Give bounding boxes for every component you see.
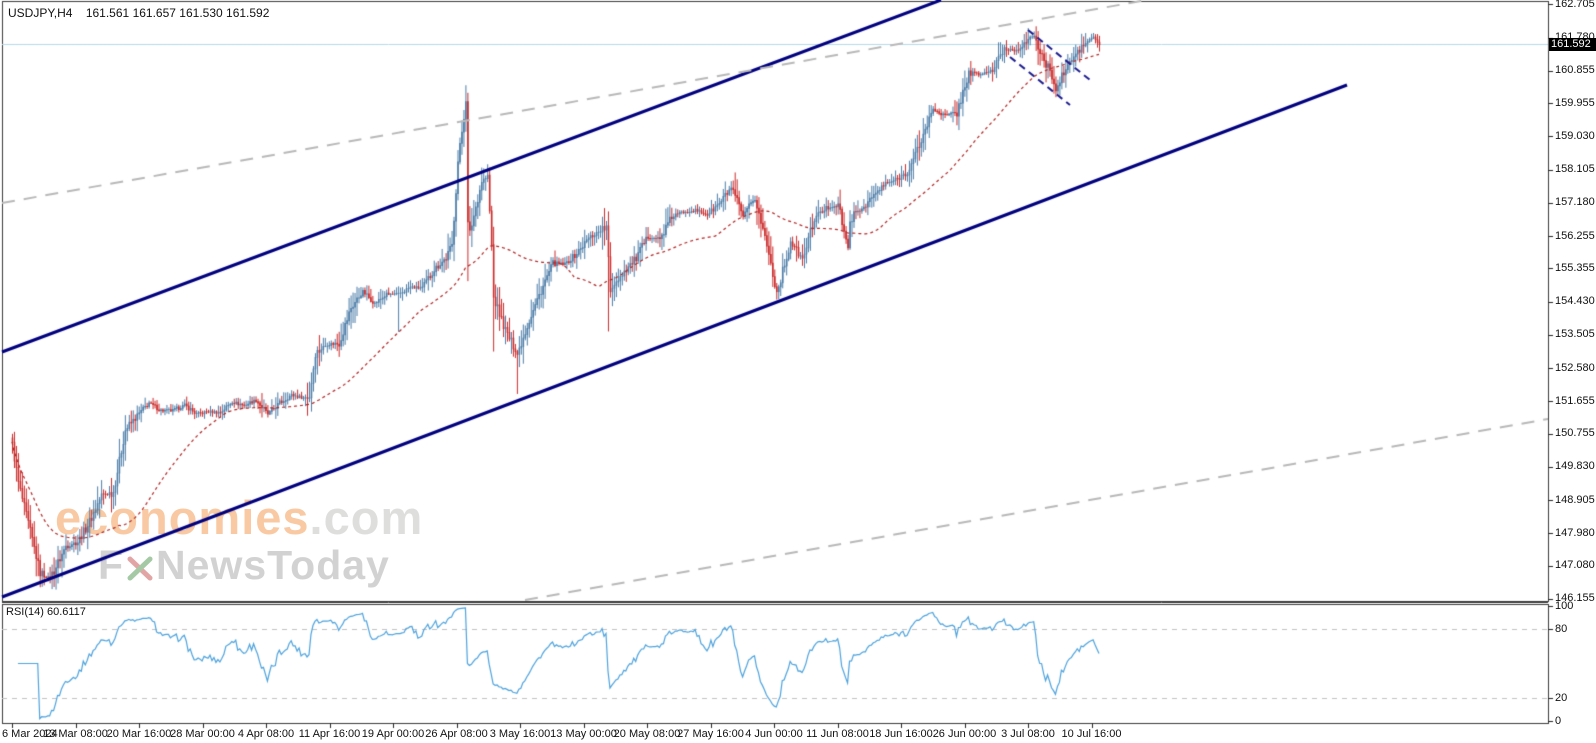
time-axis-label: 11 Apr 16:00 [298, 728, 361, 740]
price-axis-label: 157.180 [1555, 196, 1595, 209]
price-axis-label: 155.355 [1555, 261, 1595, 274]
quote-low: 161.530 [179, 6, 223, 20]
quote-close: 161.592 [226, 6, 270, 20]
time-axis-label: 10 Jul 16:00 [1061, 728, 1122, 740]
rsi-indicator-label: RSI(14) 60.6117 [6, 606, 86, 618]
price-axis-label: 148.905 [1555, 493, 1595, 506]
price-axis-label: 159.955 [1555, 96, 1595, 109]
price-axis-label: 162.705 [1555, 0, 1595, 10]
rsi-axis-label: 100 [1555, 599, 1574, 612]
time-axis-label: 4 Apr 08:00 [237, 728, 295, 740]
rsi-axis-label: 0 [1555, 714, 1562, 727]
time-axis-label: 20 May 08:00 [613, 728, 681, 740]
time-axis-label: 13 Mar 08:00 [43, 728, 108, 740]
time-axis-label: 11 Jun 08:00 [806, 728, 869, 740]
price-axis-label: 160.855 [1555, 64, 1595, 77]
time-axis-label: 20 Mar 16:00 [106, 728, 172, 740]
price-axis-label: 159.030 [1555, 129, 1595, 142]
price-axis-label: 154.430 [1555, 295, 1595, 308]
price-axis-label: 147.980 [1555, 526, 1595, 539]
price-axis-label: 152.580 [1555, 361, 1595, 374]
price-axis-label: 153.505 [1555, 328, 1595, 341]
time-axis-label: 4 Jun 00:00 [745, 728, 803, 740]
rsi-axis-label: 20 [1555, 691, 1568, 704]
price-axis-label: 158.105 [1555, 163, 1595, 176]
price-axis-label: 151.655 [1555, 394, 1595, 407]
time-axis-label: 28 Mar 00:00 [170, 728, 235, 740]
time-axis-label: 3 Jul 08:00 [1001, 728, 1055, 740]
time-axis-label: 26 Apr 08:00 [425, 728, 488, 740]
price-axis-label: 150.755 [1555, 427, 1595, 440]
quote-open: 161.561 [85, 6, 130, 20]
current-price-badge: 161.592 [1549, 37, 1596, 51]
rsi-axis-label: 80 [1555, 622, 1568, 635]
time-axis-label: 18 Jun 16:00 [869, 728, 933, 740]
time-axis-label: 3 May 16:00 [489, 728, 551, 740]
time-axis-label: 19 Apr 00:00 [361, 728, 425, 740]
time-axis-label: 27 May 16:00 [677, 728, 744, 740]
price-axis-label: 146.155 [1555, 592, 1595, 605]
ohlc-quote-line: USDJPY,H4 161.561 161.657 161.530 161.59… [8, 6, 269, 20]
time-axis-label: 6 Mar 2024 [2, 728, 58, 740]
time-axis-label: 26 Jun 00:00 [932, 728, 997, 740]
quote-high: 161.657 [132, 6, 176, 20]
time-axis-label: 13 May 00:00 [550, 728, 617, 740]
price-axis-label: 147.080 [1555, 559, 1595, 572]
symbol-period-label: USDJPY,H4 [8, 6, 73, 20]
price-axis-label: 149.830 [1555, 460, 1595, 473]
price-axis-label: 156.255 [1555, 229, 1595, 242]
